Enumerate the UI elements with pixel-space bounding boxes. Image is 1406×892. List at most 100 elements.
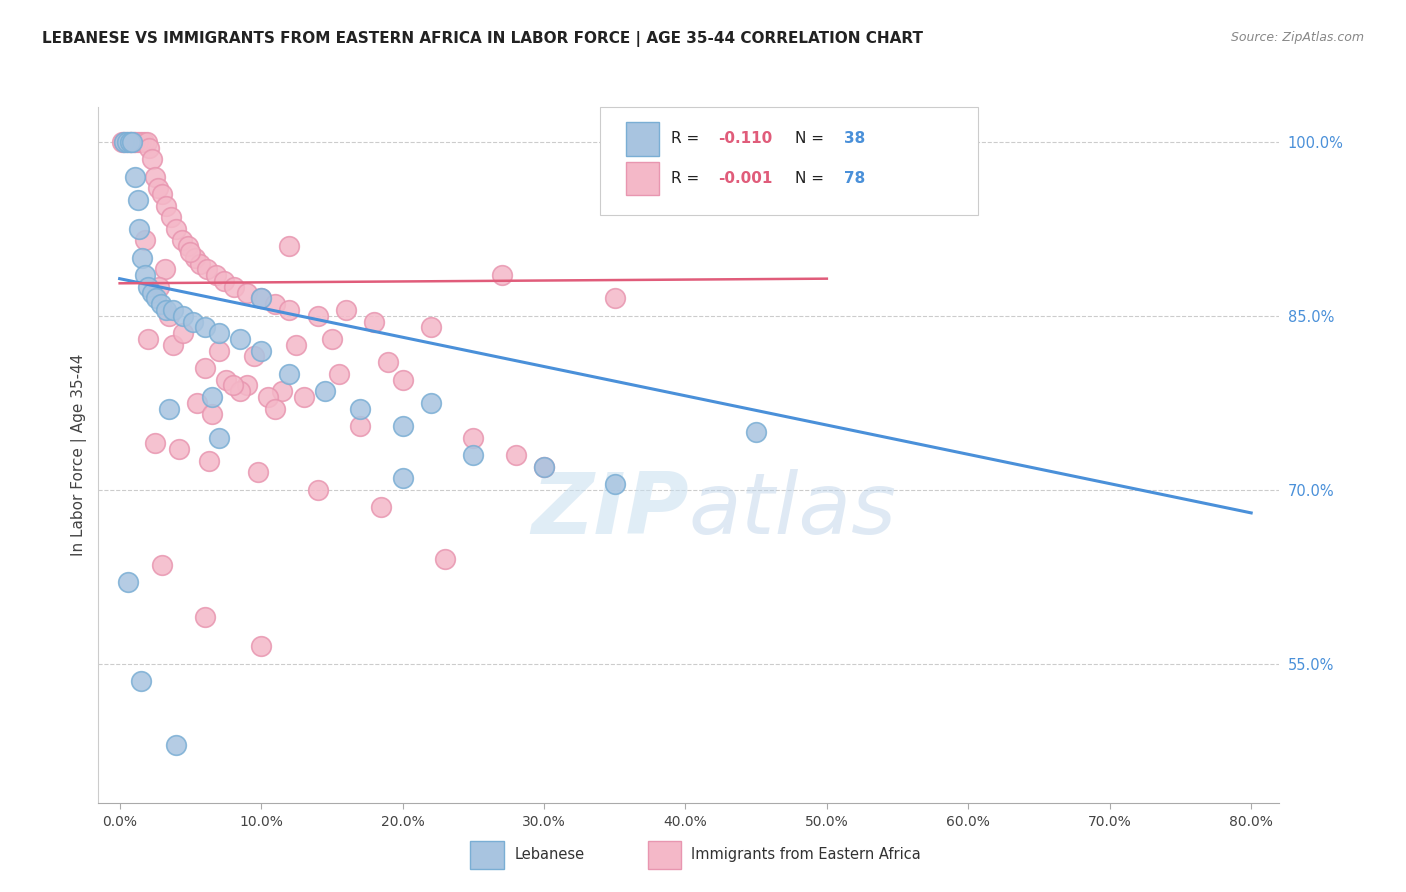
Point (149, 297, 172, 311)
Point (314, 384, 336, 398)
Point (264, 297, 287, 311)
Point (533, 459, 555, 474)
FancyBboxPatch shape (626, 122, 659, 156)
Point (132, 135, 155, 149)
Point (118, 135, 141, 149)
Point (150, 558, 173, 573)
Text: 38: 38 (844, 131, 865, 146)
Point (214, 274, 236, 288)
Point (134, 233, 156, 247)
Point (186, 395, 208, 409)
Point (243, 350, 266, 364)
Point (250, 291, 273, 305)
FancyBboxPatch shape (626, 162, 659, 195)
Point (533, 459, 555, 474)
Point (112, 135, 135, 149)
Point (135, 135, 157, 149)
Point (236, 378, 259, 392)
Point (136, 332, 159, 346)
Point (463, 448, 485, 462)
Point (183, 251, 205, 265)
Text: Source: ZipAtlas.com: Source: ZipAtlas.com (1230, 31, 1364, 45)
Point (162, 303, 184, 318)
Text: 78: 78 (844, 171, 865, 186)
Point (271, 384, 294, 398)
Point (162, 338, 184, 352)
Point (208, 430, 231, 444)
Point (129, 135, 152, 149)
Point (136, 280, 159, 294)
Point (127, 135, 149, 149)
Point (250, 291, 273, 305)
Point (118, 135, 141, 149)
Point (179, 244, 201, 259)
Point (391, 418, 413, 433)
Point (208, 343, 231, 358)
Point (146, 181, 169, 195)
Point (193, 361, 215, 376)
Point (278, 239, 301, 253)
Point (419, 395, 441, 409)
Point (363, 315, 385, 329)
Point (193, 610, 215, 624)
Point (391, 471, 413, 485)
FancyBboxPatch shape (648, 841, 681, 869)
Point (165, 221, 187, 235)
Point (159, 210, 181, 224)
Point (143, 169, 166, 184)
Point (129, 674, 152, 689)
Point (391, 373, 413, 387)
Point (321, 332, 343, 346)
Point (745, 425, 768, 439)
Point (204, 268, 226, 282)
Point (307, 309, 329, 323)
Point (250, 639, 273, 653)
Point (193, 320, 215, 334)
Point (229, 384, 252, 398)
Point (188, 256, 211, 270)
Point (115, 135, 138, 149)
Point (200, 407, 222, 421)
Point (197, 453, 219, 467)
Point (112, 135, 135, 149)
Point (229, 332, 252, 346)
Point (141, 153, 163, 167)
Point (138, 141, 160, 155)
Text: N =: N = (796, 171, 830, 186)
Point (145, 291, 167, 305)
Point (128, 221, 150, 235)
Point (433, 552, 456, 566)
Point (463, 430, 485, 444)
Text: LEBANESE VS IMMIGRANTS FROM EASTERN AFRICA IN LABOR FORCE | AGE 35-44 CORRELATIO: LEBANESE VS IMMIGRANTS FROM EASTERN AFRI… (42, 31, 924, 47)
Point (150, 186, 173, 201)
Point (349, 401, 371, 416)
Point (292, 390, 315, 404)
Point (167, 442, 190, 456)
Point (264, 401, 287, 416)
Point (155, 303, 177, 318)
Point (247, 466, 270, 480)
Point (141, 285, 163, 300)
Point (143, 436, 166, 450)
Text: Immigrants from Eastern Africa: Immigrants from Eastern Africa (692, 847, 921, 863)
Point (181, 315, 204, 329)
Point (370, 500, 392, 514)
Text: N =: N = (796, 131, 830, 146)
Point (120, 135, 142, 149)
Point (224, 280, 246, 294)
Point (349, 418, 371, 433)
Y-axis label: In Labor Force | Age 35-44: In Labor Force | Age 35-44 (72, 354, 87, 556)
Point (117, 575, 139, 590)
Point (278, 367, 301, 381)
Point (335, 303, 357, 318)
Point (307, 483, 329, 497)
Point (603, 476, 626, 491)
Point (131, 251, 153, 265)
Point (491, 268, 513, 282)
Point (157, 401, 180, 416)
Point (257, 390, 280, 404)
Text: -0.110: -0.110 (718, 131, 773, 146)
Point (195, 262, 218, 277)
Text: atlas: atlas (689, 469, 897, 552)
Point (172, 326, 194, 341)
